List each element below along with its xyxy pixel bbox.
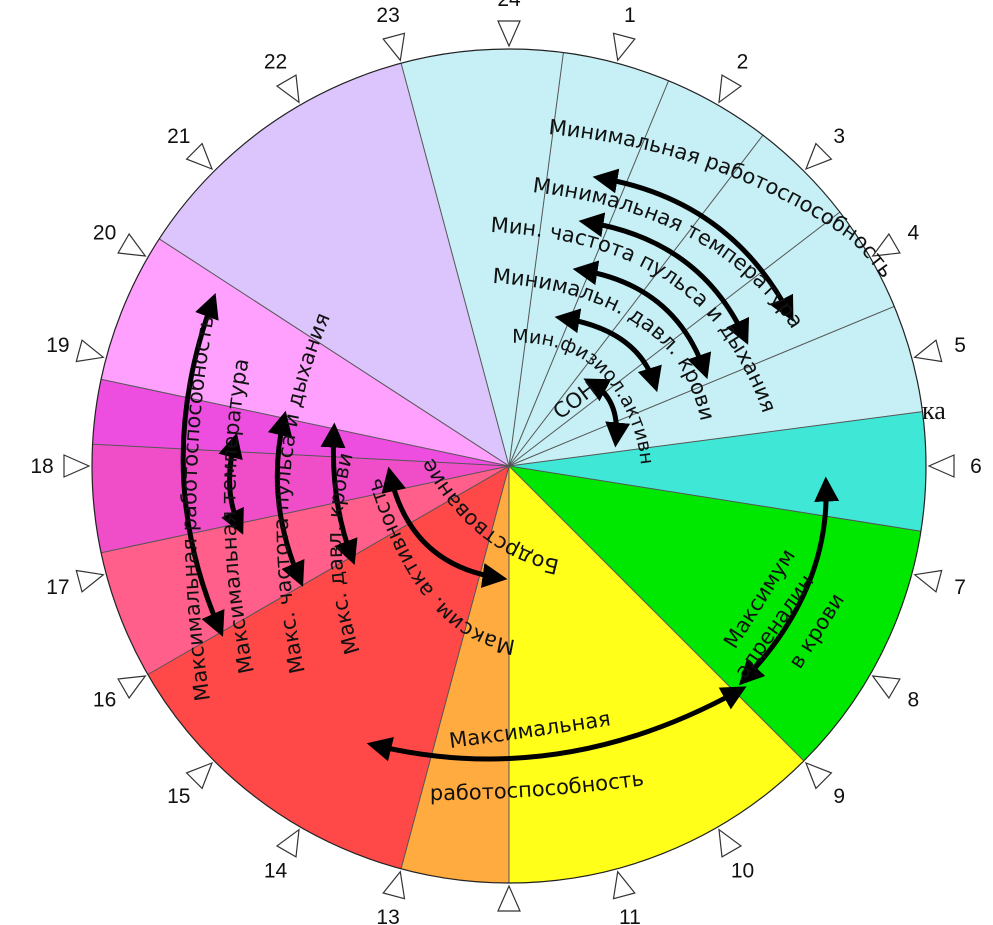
hour-label-5: 5: [954, 334, 966, 357]
hour-label-1: 1: [624, 4, 636, 27]
hour-label-14: 14: [264, 859, 288, 882]
arrow-min-activity: [583, 378, 631, 448]
hour-label-9: 9: [833, 785, 845, 808]
range-arrows: [180, 168, 840, 762]
hour-marker-17: [75, 569, 105, 593]
hour-label-18: 18: [30, 455, 53, 478]
divider-5: [508, 305, 895, 467]
hour-label-16: 16: [93, 689, 116, 712]
hour-label-7: 7: [954, 576, 966, 599]
hour-marker-11: [612, 870, 636, 900]
hour-marker-24: [497, 20, 521, 48]
divider-7: [508, 465, 921, 532]
arrow-max-pressure: [320, 422, 358, 566]
hour-marker-15: [185, 761, 214, 790]
hour-label-8: 8: [908, 689, 920, 712]
hour-marker-12: [497, 884, 521, 912]
hour-label-3: 3: [833, 125, 845, 148]
hour-label-13: 13: [376, 906, 399, 925]
hour-label-4: 4: [908, 222, 920, 245]
hour-ticks: 123456789101112131415161718192021222324: [30, 0, 982, 925]
sector-4: [509, 466, 804, 883]
hour-marker-4: [871, 232, 901, 257]
hour-label-19: 19: [46, 334, 69, 357]
hour-label-20: 20: [93, 222, 116, 245]
divider-14: [100, 378, 510, 467]
hour-label-24: 24: [497, 0, 521, 11]
sector-11: [159, 63, 510, 466]
hour-marker-10: [718, 828, 743, 858]
hour-marker-19: [75, 339, 105, 363]
arrow-adrenaline: [738, 476, 840, 686]
hour-label-11: 11: [619, 906, 641, 925]
hour-marker-3: [804, 142, 833, 171]
hour-label-22: 22: [264, 51, 287, 74]
arrow-min-pulse: [572, 260, 712, 380]
hour-marker-22: [275, 74, 300, 104]
hour-label-17: 17: [46, 576, 69, 599]
hour-marker-21: [185, 142, 214, 171]
arrow-max-temperature: [218, 432, 244, 535]
hour-marker-20: [117, 232, 147, 257]
hour-marker-23: [382, 32, 406, 62]
stray-text-fragment: ка: [922, 396, 946, 425]
hour-label-12: 12: [497, 922, 520, 925]
arrow-min-temperature: [578, 212, 750, 345]
hour-label-23: 23: [376, 4, 399, 27]
hour-marker-13: [382, 870, 406, 900]
arrow-max-activity: [381, 466, 508, 588]
hour-marker-1: [612, 32, 636, 62]
clock-rim: [91, 48, 927, 884]
hour-marker-9: [804, 761, 833, 790]
hour-label-10: 10: [731, 859, 754, 882]
hour-marker-7: [913, 569, 943, 593]
arrow-max-workcapacity-day: [366, 686, 747, 762]
hour-label-15: 15: [167, 785, 190, 808]
hour-marker-14: [275, 828, 300, 858]
divider-15: [159, 238, 510, 467]
arrow-max-workcapacity-eve: [180, 292, 225, 637]
hour-label-2: 2: [737, 51, 749, 74]
hour-marker-5: [913, 339, 943, 363]
divider-8: [508, 465, 805, 762]
arrow-max-pulse: [267, 410, 305, 587]
arrow-min-pressure: [554, 308, 662, 393]
hour-label-6: 6: [970, 455, 982, 478]
divider-1: [508, 52, 564, 467]
divider-6: [508, 411, 923, 467]
hour-marker-2: [718, 74, 743, 104]
hour-marker-16: [117, 675, 147, 700]
hour-marker-18: [63, 454, 91, 478]
hour-marker-8: [871, 675, 901, 700]
hour-label-21: 21: [167, 125, 190, 148]
hour-marker-6: [927, 454, 955, 478]
divider-16: [400, 63, 510, 467]
